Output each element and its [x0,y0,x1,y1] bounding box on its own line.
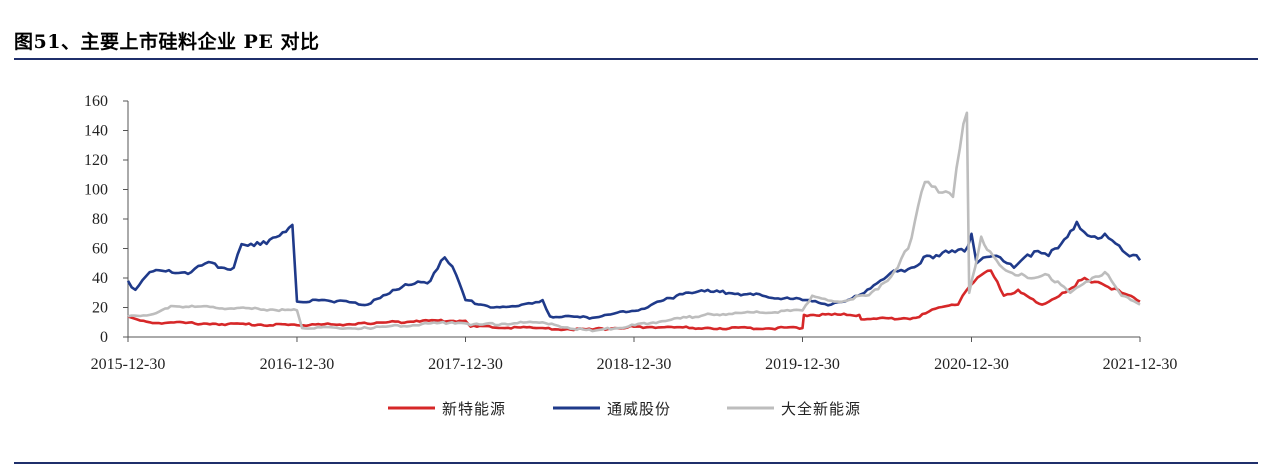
chart-series [126,111,1142,333]
series-line-1 [127,269,1141,332]
y-tick-label: 60 [92,241,108,258]
series-line-3 [127,111,1141,333]
legend-label-3: 大全新能源 [781,400,861,418]
y-tick-label: 160 [84,93,108,110]
series-line-2 [126,220,1142,320]
chart-axes: 0 20 40 60 80 100 120 140 160 2015-12-30 2016-12-3… [84,93,1177,373]
x-tick-label: 2015-12-30 [91,356,166,373]
x-tick-label: 2017-12-30 [428,356,503,373]
y-tick-label: 100 [84,182,108,199]
y-tick-label: 80 [92,211,108,228]
chart-legend: 新特能源 通威股份 大全新能源 [388,400,861,418]
x-tick-label: 2016-12-30 [260,356,335,373]
legend-label-2: 通威股份 [607,400,671,418]
x-tick-label: 2018-12-30 [597,356,672,373]
x-tick-label: 2019-12-30 [765,356,840,373]
y-tick-label: 140 [84,123,108,140]
title-underline [14,58,1258,60]
y-tick-label: 40 [92,270,108,287]
x-tick-label: 2020-12-30 [934,356,1009,373]
figure-title: 图51、主要上市硅料企业 PE 对比 [14,31,320,53]
y-tick-label: 0 [100,329,108,346]
y-tick-label: 120 [84,152,108,169]
legend-label-1: 新特能源 [442,400,506,418]
x-tick-label: 2021-12-30 [1103,356,1178,373]
y-tick-label: 20 [92,300,108,317]
footer-rule [14,462,1258,464]
